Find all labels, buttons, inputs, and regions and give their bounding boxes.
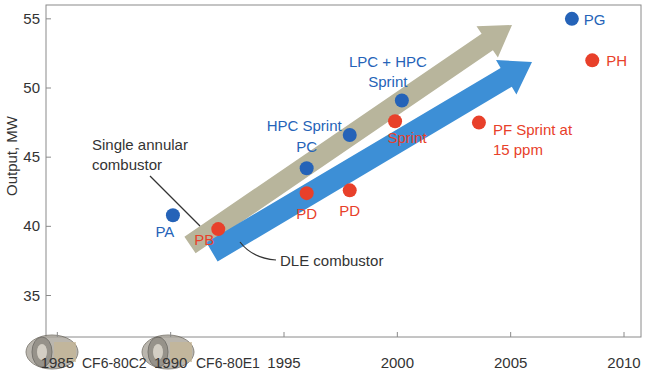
point-label: 15 ppm [493, 141, 543, 158]
point-label: PG [584, 11, 606, 28]
data-point [472, 116, 486, 130]
point-label: PA [155, 223, 174, 240]
y-tick [46, 157, 51, 158]
data-point [565, 12, 579, 26]
engine-label: CF6-80E1 [196, 355, 260, 371]
x-tick [57, 332, 58, 337]
point-label: PD [339, 202, 360, 219]
y-tick [46, 295, 51, 296]
series-annotation: Single annular combustor [92, 136, 188, 173]
trend-arrow [206, 60, 532, 261]
point-label: PC [296, 138, 317, 155]
point-label: PF Sprint at [493, 121, 573, 138]
x-tick-label: 1995 [267, 354, 300, 371]
annotation-line: Single annular [92, 136, 188, 153]
annotation-line: DLE combustor [280, 252, 383, 269]
data-point [343, 183, 357, 197]
point-label: PB [194, 231, 214, 248]
x-tick-label: 1990 [154, 354, 187, 371]
points-group [166, 12, 599, 236]
data-point [388, 114, 402, 128]
x-tick [624, 332, 625, 337]
plot-frame [46, 5, 641, 337]
y-tick-label: 35 [23, 287, 40, 304]
series-annotation: DLE combustor [280, 252, 383, 269]
point-label: PD [296, 205, 317, 222]
x-tick-label: 1985 [41, 354, 74, 371]
x-tick [170, 332, 171, 337]
data-point [395, 93, 409, 107]
point-label: HPC Sprint [267, 117, 343, 134]
data-point [166, 208, 180, 222]
point-label: Sprint [387, 129, 427, 146]
leader-line [150, 176, 200, 226]
point-label: PH [606, 52, 627, 69]
y-tick-label: 55 [23, 10, 40, 27]
x-tick-label: 2010 [607, 354, 640, 371]
x-tick-label: 2005 [494, 354, 527, 371]
data-point [300, 161, 314, 175]
y-tick [46, 88, 51, 89]
x-tick [397, 332, 398, 337]
leader-line [240, 242, 276, 260]
y-tick-label: 45 [23, 148, 40, 165]
y-tick-label: 50 [23, 79, 40, 96]
x-tick [284, 332, 285, 337]
point-label: Sprint [368, 73, 408, 90]
y-axis-label: Output, MW [3, 115, 20, 196]
point-label: LPC + HPC [349, 53, 427, 70]
y-tick [46, 18, 51, 19]
y-tick [46, 226, 51, 227]
data-point [343, 128, 357, 142]
data-point [300, 186, 314, 200]
data-point [585, 53, 599, 67]
chart: 1985 1990 1995 2000 2005 2010 35 40 45 50 55 Output… [0, 0, 651, 375]
y-tick-label: 40 [23, 217, 40, 234]
engine-label: CF6-80C2 [82, 355, 147, 371]
trend-arrow [184, 25, 512, 253]
x-tick-label: 2000 [381, 354, 414, 371]
annotation-line: combustor [92, 156, 162, 173]
x-tick [510, 332, 511, 337]
